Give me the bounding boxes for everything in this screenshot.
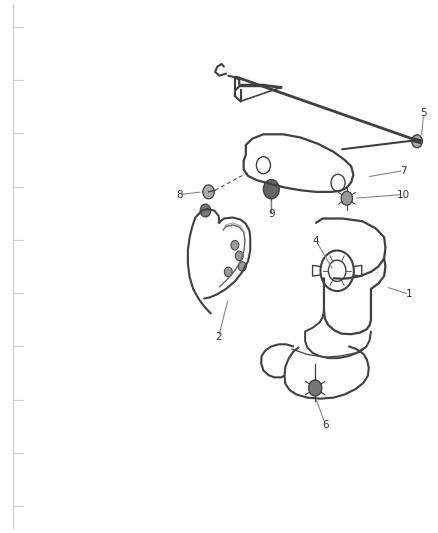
Circle shape	[235, 251, 243, 261]
Text: 10: 10	[396, 190, 409, 199]
Circle shape	[202, 185, 214, 199]
Text: 1: 1	[405, 289, 412, 299]
Text: 4: 4	[312, 236, 319, 246]
Circle shape	[308, 380, 321, 396]
Text: 7: 7	[399, 166, 406, 175]
Circle shape	[200, 204, 210, 217]
Circle shape	[263, 180, 279, 199]
Text: 8: 8	[175, 190, 182, 199]
Text: 2: 2	[215, 332, 222, 342]
Text: 9: 9	[267, 209, 274, 219]
Circle shape	[340, 191, 352, 205]
Circle shape	[238, 262, 246, 271]
Text: 6: 6	[321, 421, 328, 430]
Text: 5: 5	[419, 108, 426, 118]
Circle shape	[411, 135, 421, 148]
Circle shape	[224, 267, 232, 277]
Circle shape	[230, 240, 238, 250]
